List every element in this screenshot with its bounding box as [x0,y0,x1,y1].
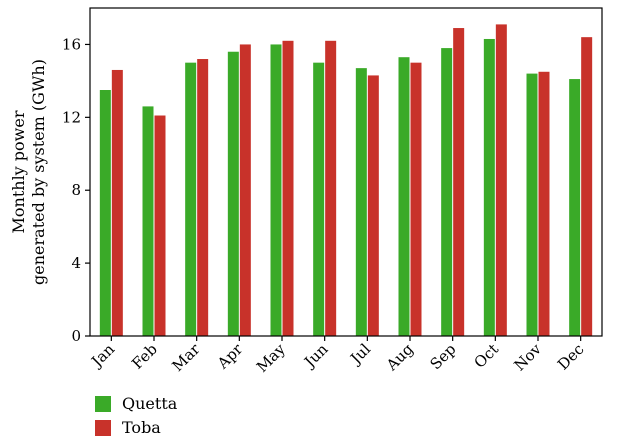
x-tick-label: Feb [128,340,161,373]
bar-quetta-jul [355,68,367,336]
x-tick-label: Jun [299,340,331,372]
bar-quetta-apr [227,51,239,336]
bar-toba-sep [453,28,465,337]
y-axis-label: Monthly power generated by system (GWh) [9,59,48,285]
legend: Quetta Toba [95,394,178,437]
y-axis-ticks: 0 4 8 12 16 [62,35,90,345]
plot-border [89,7,603,337]
plot-frame [89,7,603,337]
legend-swatch-quetta [95,396,111,412]
bar-quetta-oct [483,38,495,336]
y-tick-label: 0 [71,327,81,345]
x-tick-label: Jan [87,340,119,372]
x-tick-label: Oct [471,340,503,372]
x-tick-label: May [253,340,289,376]
bar-quetta-may [270,44,282,336]
x-tick-label: Mar [169,340,205,376]
bar-toba-nov [538,71,550,337]
bar-quetta-jun [313,62,325,337]
bar-toba-mar [197,59,209,337]
y-axis-label-line: Monthly power [9,110,28,233]
x-tick-label: Dec [554,340,587,373]
x-tick-label: Apr [213,340,247,374]
bar-toba-jun [325,40,337,337]
legend-label-toba: Toba [122,418,161,437]
bar-toba-may [282,40,294,337]
legend-label-quetta: Quetta [122,394,178,413]
bar-toba-feb [154,115,166,336]
bar-quetta-dec [569,79,581,337]
bar-quetta-sep [441,48,453,336]
bar-toba-jul [367,75,379,336]
x-tick-label: Jul [346,340,375,369]
y-tick-label: 4 [71,254,81,272]
bar-quetta-aug [398,57,410,336]
bar-toba-aug [410,62,422,337]
bar-quetta-jan [99,90,111,336]
bar-toba-dec [581,37,593,337]
x-axis-ticks: Jan Feb Mar Apr May Jun Jul Aug Sep Oct Nov Dec [87,336,587,376]
bar-group [99,24,593,337]
bar-quetta-feb [142,106,154,337]
bar-quetta-nov [526,73,538,336]
bar-toba-oct [495,24,507,337]
y-tick-label: 8 [71,181,81,199]
y-tick-label: 16 [62,35,81,53]
x-tick-label: Sep [426,340,459,373]
bar-toba-apr [239,44,251,336]
bar-quetta-mar [185,62,197,337]
x-tick-label: Aug [382,340,417,375]
legend-swatch-toba [95,420,111,436]
x-tick-label: Nov [510,340,545,375]
bar-toba-jan [111,69,123,336]
y-axis-label-line: generated by system (GWh) [29,59,48,285]
y-tick-label: 12 [62,108,81,126]
